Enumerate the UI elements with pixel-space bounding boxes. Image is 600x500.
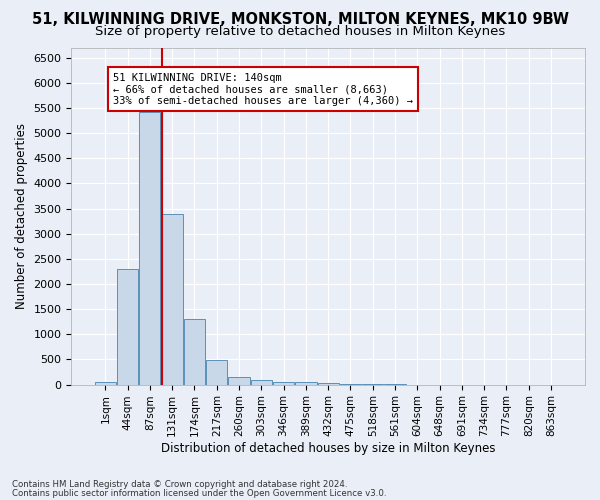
Bar — [95, 382, 116, 384]
Text: 51, KILWINNING DRIVE, MONKSTON, MILTON KEYNES, MK10 9BW: 51, KILWINNING DRIVE, MONKSTON, MILTON K… — [32, 12, 569, 28]
Text: Size of property relative to detached houses in Milton Keynes: Size of property relative to detached ho… — [95, 25, 505, 38]
Text: 51 KILWINNING DRIVE: 140sqm
← 66% of detached houses are smaller (8,663)
33% of : 51 KILWINNING DRIVE: 140sqm ← 66% of det… — [113, 72, 413, 106]
Bar — [206, 360, 227, 384]
Bar — [139, 112, 160, 384]
Y-axis label: Number of detached properties: Number of detached properties — [15, 123, 28, 309]
Bar — [117, 269, 138, 384]
Bar — [317, 383, 339, 384]
Text: Contains HM Land Registry data © Crown copyright and database right 2024.: Contains HM Land Registry data © Crown c… — [12, 480, 347, 489]
Text: Contains public sector information licensed under the Open Government Licence v3: Contains public sector information licen… — [12, 489, 386, 498]
Bar — [273, 382, 294, 384]
Bar — [184, 319, 205, 384]
Bar — [251, 380, 272, 384]
X-axis label: Distribution of detached houses by size in Milton Keynes: Distribution of detached houses by size … — [161, 442, 496, 455]
Bar — [295, 382, 317, 384]
Bar — [229, 376, 250, 384]
Bar — [161, 214, 183, 384]
